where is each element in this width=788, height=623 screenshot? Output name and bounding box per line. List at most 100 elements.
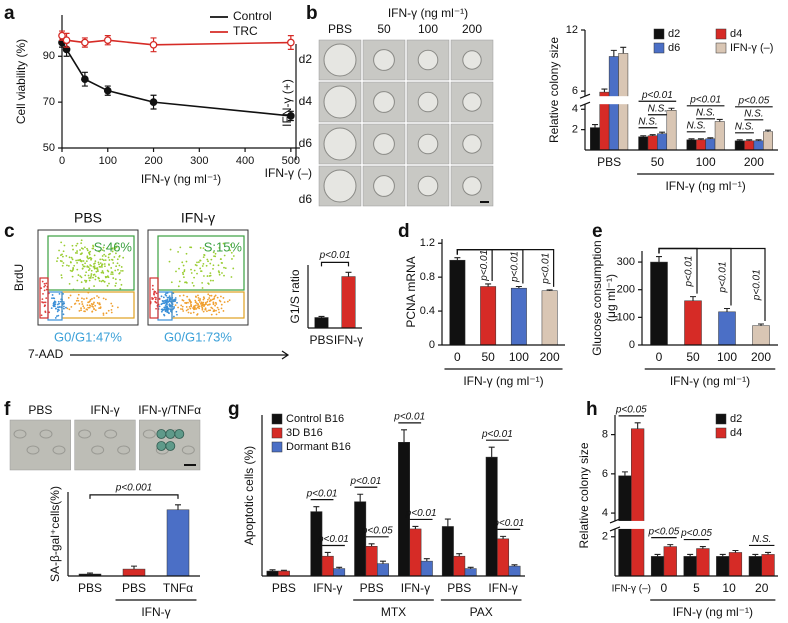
event-dot: [108, 259, 111, 261]
event-dot: [190, 305, 193, 308]
row-label: d6: [299, 136, 313, 150]
error-bar: [280, 569, 287, 572]
annotation: p<0.01: [684, 256, 695, 288]
event-dot: [180, 304, 183, 307]
event-dot: [78, 309, 81, 312]
x-tick-label: 50: [651, 155, 665, 169]
event-dot: [197, 304, 199, 307]
event-dot: [187, 308, 189, 311]
plot-title: IFN-γ: [181, 210, 215, 226]
event-dot: [74, 252, 77, 254]
x-tick-label: PBS: [447, 581, 471, 595]
event-dot: [196, 272, 198, 275]
event-dot: [201, 306, 204, 309]
event-dot: [104, 265, 106, 268]
event-dot: [178, 267, 180, 270]
image-header: IFN-γ (ng ml⁻¹): [388, 6, 468, 20]
error-bar: [621, 471, 628, 476]
event-dot: [72, 248, 74, 251]
bar: [714, 121, 725, 151]
x-tick-label: 400: [236, 155, 254, 167]
error-bar: [269, 569, 276, 572]
marker: [81, 38, 89, 47]
event-dot: [92, 306, 95, 308]
event-dot: [170, 281, 173, 284]
event-dot: [58, 306, 60, 309]
event-dot: [185, 306, 188, 308]
image-column-label: PBS: [28, 403, 52, 417]
event-dot: [56, 257, 59, 259]
event-dot: [180, 308, 182, 310]
event-dot: [88, 306, 91, 309]
error-bar: [688, 138, 695, 140]
event-dot: [87, 274, 90, 277]
event-dot: [58, 292, 61, 295]
event-dot: [162, 300, 165, 303]
event-dot: [103, 263, 106, 265]
y-axis-label: Cell viability (%): [14, 39, 28, 124]
event-dot: [185, 301, 188, 304]
x-tick-label: IFN-γ: [334, 333, 363, 347]
event-dot: [69, 294, 72, 297]
y-tick-label: 4: [572, 103, 578, 115]
event-dot: [54, 317, 57, 319]
legend-swatch: [715, 427, 727, 439]
event-dot: [87, 257, 90, 260]
event-dot: [204, 301, 207, 304]
event-dot: [77, 299, 80, 302]
colony: [462, 134, 482, 154]
event-dot: [45, 297, 48, 300]
event-dot: [218, 246, 221, 249]
y-axis-label: G1/S ratio: [288, 269, 302, 323]
stained-cell: [174, 429, 185, 439]
event-dot: [214, 252, 217, 255]
annotation: p<0.01: [319, 250, 351, 261]
bar: [686, 139, 697, 151]
event-dot: [41, 280, 44, 283]
plot-frame: [37, 229, 139, 326]
event-dot: [81, 297, 83, 300]
legend-label: Dormant B16: [286, 441, 351, 453]
micrograph: [9, 419, 71, 471]
event-dot: [208, 303, 210, 306]
group-label: MTX: [381, 605, 406, 619]
event-dot: [60, 254, 62, 257]
event-dot: [194, 299, 197, 302]
event-dot: [101, 270, 104, 272]
annotation: p<0.01: [349, 476, 381, 487]
annotation: p<0.01: [641, 90, 673, 101]
y-tick-label: 6: [572, 85, 578, 97]
event-dot: [195, 304, 197, 307]
event-dot: [98, 263, 100, 266]
event-dot: [215, 313, 218, 316]
annotation: p<0.05: [615, 404, 647, 415]
event-dot: [185, 260, 188, 263]
y-tick-label: 0.8: [420, 271, 435, 283]
event-dot: [71, 244, 74, 247]
error-bar: [592, 123, 599, 128]
event-dot: [62, 301, 65, 303]
bar: [684, 300, 702, 346]
event-dot: [71, 275, 74, 278]
event-dot: [207, 293, 210, 296]
event-dot: [186, 295, 189, 298]
colony: [373, 133, 395, 155]
event-dot: [198, 301, 201, 303]
colony: [373, 175, 395, 197]
event-dot: [63, 244, 66, 247]
event-dot: [44, 301, 47, 304]
bar: [663, 546, 677, 577]
event-dot: [77, 274, 80, 276]
event-dot: [154, 298, 157, 301]
x-tick-label: 10: [722, 581, 736, 595]
error-bar: [656, 255, 662, 263]
bar: [666, 110, 677, 151]
error-bar: [412, 525, 419, 529]
event-dot: [113, 256, 116, 258]
error-bar: [485, 283, 492, 287]
event-dot: [116, 262, 119, 265]
legend-label: IFN-γ (–): [730, 42, 773, 54]
event-dot: [158, 305, 161, 308]
x-tick-label: PBS: [597, 155, 621, 169]
bar: [277, 570, 290, 577]
